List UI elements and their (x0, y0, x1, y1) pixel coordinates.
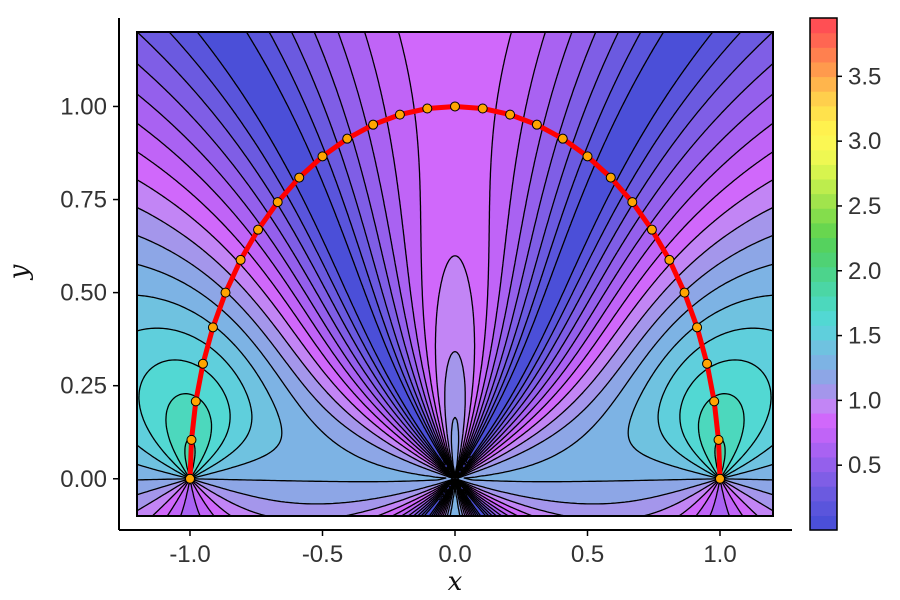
y-tick-label: 0.00 (60, 466, 107, 493)
curve-marker (368, 119, 379, 130)
curve-marker (709, 396, 720, 407)
curve-marker (664, 254, 675, 265)
curve-marker (505, 109, 516, 120)
colorbar-tick-label: 0.5 (848, 452, 881, 479)
colorbar-band (810, 456, 837, 473)
contour-line-12 (137, 327, 773, 479)
colorbar-band (810, 281, 837, 297)
colorbar-band (810, 339, 837, 356)
curve-marker (605, 172, 616, 183)
colorbar-band (810, 164, 837, 180)
curve-marker (342, 133, 353, 144)
curve-marker (450, 101, 460, 112)
colorbar-band (810, 193, 837, 209)
colorbar-tick-label: 1.5 (848, 323, 881, 350)
colorbar-band (810, 310, 837, 326)
curve-marker (715, 473, 725, 484)
colorbar-band (810, 47, 837, 63)
x-axis-label: x (448, 567, 463, 597)
x-tick-label: 0.5 (571, 541, 604, 568)
colorbar-tick-label: 3.5 (848, 63, 881, 90)
colorbar (810, 18, 837, 531)
curve-marker (582, 151, 593, 162)
parametric-curve (185, 101, 725, 484)
colorbar-band (810, 252, 837, 268)
colorbar-band (810, 500, 837, 516)
curve-marker (272, 197, 283, 208)
curve-marker (646, 224, 657, 235)
colorbar-ticks: 0.5 1.0 1.5 2.0 2.5 3.0 3.5 (837, 63, 881, 479)
contour-field (137, 32, 773, 516)
x-tick-label: -0.5 (302, 541, 343, 568)
colorbar-band (810, 135, 837, 151)
curve-marker (531, 119, 542, 130)
colorbar-band (810, 178, 837, 195)
curve-marker (317, 151, 328, 162)
colorbar-band (810, 471, 837, 487)
colorbar-band (810, 442, 837, 458)
colorbar-band (810, 325, 837, 341)
curve-marker (394, 109, 405, 120)
colorbar-band (810, 120, 837, 136)
curve-marker (190, 396, 201, 407)
colorbar-band (810, 149, 837, 165)
colorbar-frame (809, 17, 838, 531)
y-tick-label: 1.00 (60, 93, 107, 120)
colorbar-band (810, 208, 837, 224)
colorbar-band (810, 61, 837, 78)
curve-marker (253, 224, 264, 235)
colorbar-band (810, 427, 837, 443)
y-tick-label: 0.75 (60, 187, 107, 214)
colorbar-band (810, 32, 837, 48)
plot-frame (136, 31, 774, 517)
x-ticks: -1.0 -0.5 0.0 0.5 1.0 (169, 530, 737, 568)
curve-marker (627, 197, 638, 208)
curve-marker (422, 103, 433, 114)
x-tick-label: 1.0 (703, 541, 736, 568)
colorbar-band (810, 369, 837, 385)
curve-marker (186, 434, 197, 445)
curve-marker (207, 322, 218, 333)
curve-marker (702, 358, 713, 369)
y-tick-label: 0.50 (60, 280, 107, 307)
curve-marker (185, 473, 195, 484)
colorbar-tick-label: 1.0 (848, 387, 881, 414)
colorbar-band (810, 383, 837, 399)
colorbar-band (810, 412, 837, 429)
curve-marker (679, 287, 690, 298)
colorbar-band (810, 237, 837, 253)
contour-heatmap (137, 32, 773, 516)
x-tick-label: 0.0 (438, 541, 471, 568)
colorbar-band (810, 76, 837, 92)
colorbar-tick-label: 3.0 (848, 128, 881, 155)
colorbar-band (810, 398, 837, 414)
y-axis-label: y (4, 264, 34, 280)
colorbar-band (810, 515, 837, 531)
colorbar-tick-label: 2.5 (848, 193, 881, 220)
colorbar-band (810, 295, 837, 312)
curve-marker (235, 254, 246, 265)
curve-marker (692, 322, 703, 333)
colorbar-band (810, 91, 837, 107)
colorbar-tick-label: 2.0 (848, 258, 881, 285)
curve-marker (197, 358, 208, 369)
colorbar-band (810, 354, 837, 370)
x-tick-label: -1.0 (169, 541, 210, 568)
curve-marker (294, 172, 305, 183)
colorbar-band (810, 18, 837, 34)
curve-marker (477, 103, 488, 114)
colorbar-band (810, 222, 837, 239)
y-ticks: 0.00 0.25 0.50 0.75 1.00 (60, 93, 119, 493)
contour-line-13 (138, 359, 772, 479)
colorbar-band (810, 105, 837, 121)
curve-marker (557, 133, 568, 144)
curve-marker (220, 287, 231, 298)
curve-marker (713, 434, 724, 445)
colorbar-band (810, 266, 837, 282)
y-tick-label: 0.25 (60, 373, 107, 400)
colorbar-band (810, 486, 837, 502)
